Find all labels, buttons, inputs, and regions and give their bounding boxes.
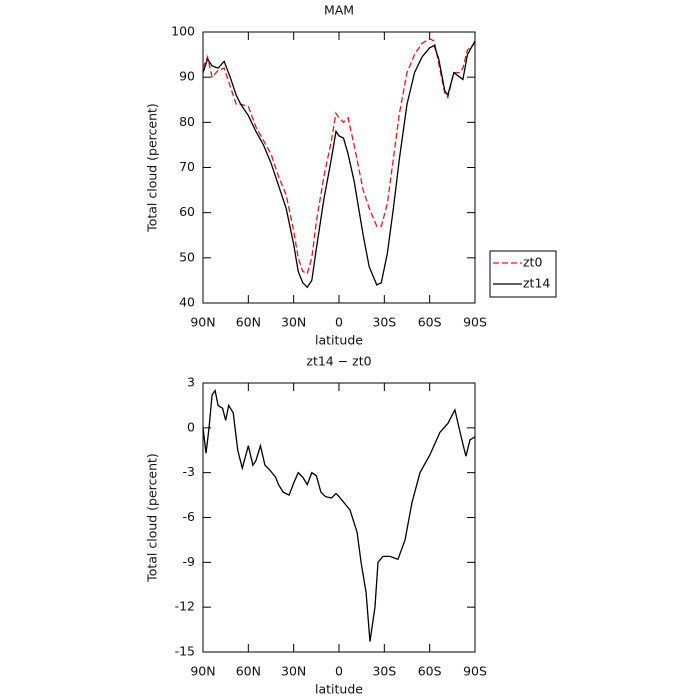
x-tick-label: 0	[335, 664, 343, 679]
x-tick-label: 0	[335, 315, 343, 330]
x-tick-label: 30N	[281, 315, 306, 330]
data-line	[202, 40, 476, 289]
legend-label: zt0	[523, 255, 542, 270]
y-tick-label: -12	[175, 599, 195, 614]
x-axis-label: latitude	[315, 333, 363, 348]
data-line	[202, 388, 476, 642]
y-tick-label: 90	[179, 69, 195, 84]
plot-frame	[202, 382, 476, 653]
x-tick-label: 60N	[236, 664, 261, 679]
y-axis-label: Total cloud (percent)	[145, 453, 160, 583]
legend-box	[489, 250, 557, 298]
legend-label: zt14	[523, 276, 550, 291]
plot-frame	[202, 31, 476, 304]
y-tick-label: -6	[183, 509, 196, 524]
x-tick-label: 30S	[372, 315, 396, 330]
y-tick-label: 80	[179, 114, 195, 129]
y-axis-label: Total cloud (percent)	[145, 103, 160, 233]
x-tick-label: 90S	[463, 664, 487, 679]
x-tick-label: 90S	[463, 315, 487, 330]
x-tick-label: 60S	[418, 664, 442, 679]
x-axis-label: latitude	[315, 682, 363, 697]
data-line	[202, 38, 476, 275]
chart-title: zt14 − zt0	[306, 354, 371, 369]
x-tick-label: 90N	[190, 664, 215, 679]
y-tick-label: -15	[175, 644, 195, 659]
y-tick-label: 0	[187, 419, 195, 434]
x-tick-label: 30S	[372, 664, 396, 679]
x-tick-label: 30N	[281, 664, 306, 679]
y-tick-label: 70	[179, 159, 195, 174]
y-tick-label: 40	[179, 295, 195, 310]
x-tick-label: 60S	[418, 315, 442, 330]
x-tick-label: 90N	[190, 315, 215, 330]
y-tick-label: -3	[183, 464, 195, 479]
x-tick-label: 60N	[236, 315, 261, 330]
y-tick-label: 50	[179, 249, 195, 264]
y-tick-label: 60	[179, 204, 195, 219]
y-tick-label: -9	[183, 554, 196, 569]
y-tick-label: 100	[171, 24, 195, 39]
y-tick-label: 3	[187, 375, 195, 390]
chart-title: MAM	[324, 3, 354, 18]
